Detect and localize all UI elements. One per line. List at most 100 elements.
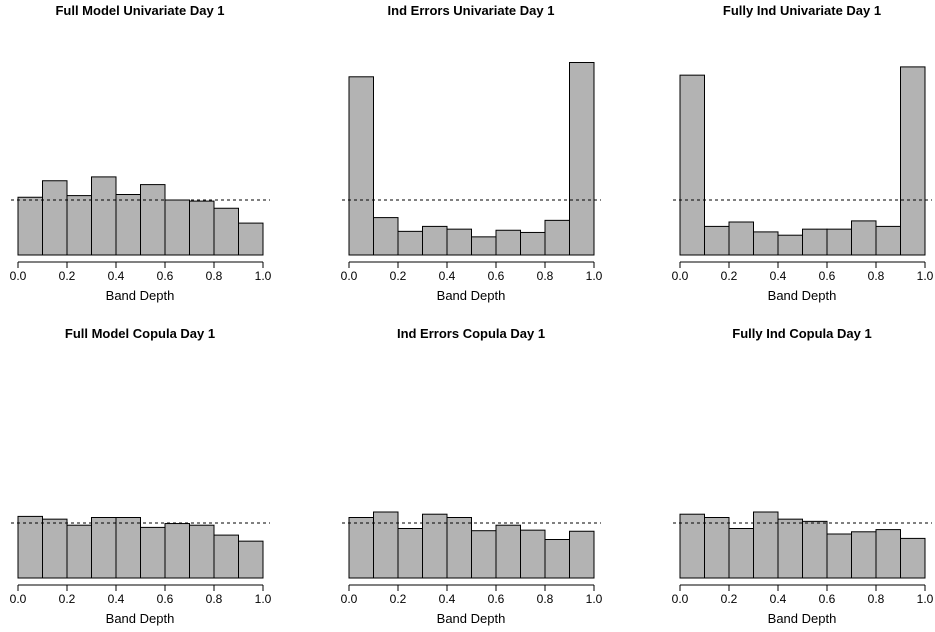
x-tick-label: 0.8: [868, 269, 885, 283]
x-tick-label: 0.6: [819, 592, 836, 606]
x-tick-label: 1.0: [917, 592, 934, 606]
histogram-bar: [826, 533, 852, 579]
histogram-bar: [115, 517, 141, 579]
histogram-bar: [495, 229, 521, 256]
panel-title: Full Model Copula Day 1: [65, 326, 215, 341]
x-tick-label: 1.0: [255, 269, 272, 283]
x-tick-label: 0.2: [59, 592, 76, 606]
histogram-bar: [446, 517, 472, 579]
x-tick-label: 0.6: [819, 269, 836, 283]
histogram-bar: [238, 540, 264, 579]
x-tick-label: 0.0: [672, 592, 689, 606]
histogram-bar: [679, 74, 705, 256]
x-tick-label: 1.0: [255, 592, 272, 606]
histogram-bar: [238, 222, 264, 256]
x-tick-label: 0.6: [488, 269, 505, 283]
histogram-bar: [704, 517, 730, 579]
x-tick-label: 0.4: [770, 592, 787, 606]
histogram-bar: [544, 219, 570, 256]
histogram-bar: [91, 517, 117, 579]
x-tick-label: 0.0: [341, 269, 358, 283]
histogram-bar: [422, 513, 448, 579]
x-axis-label: Band Depth: [768, 288, 837, 303]
x-tick-label: 0.2: [390, 592, 407, 606]
histogram-bar: [213, 207, 239, 256]
histogram-bar: [471, 530, 497, 579]
x-tick-label: 0.6: [157, 592, 174, 606]
histogram-bar: [17, 196, 43, 256]
histogram-bar: [91, 176, 117, 256]
panel-title: Fully Ind Univariate Day 1: [723, 3, 881, 18]
panel-fully-ind-univariate: Fully Ind Univariate Day 1 0.0 0.2 0.4 0.6 0…: [672, 3, 934, 303]
panel-title: Full Model Univariate Day 1: [55, 3, 224, 18]
x-tick-label: 0.0: [341, 592, 358, 606]
histogram-bar: [189, 524, 215, 579]
histogram-bar: [875, 225, 901, 256]
panel-title: Ind Errors Univariate Day 1: [388, 3, 555, 18]
histogram-bar: [569, 530, 595, 579]
histogram-bar: [373, 217, 399, 256]
panel-full-model-univariate: Full Model Univariate Day 1 0.0 0.2 0.4 0.6…: [10, 3, 272, 303]
histogram-bar: [569, 62, 595, 256]
x-tick-label: 1.0: [917, 269, 934, 283]
histogram-bar: [42, 180, 68, 256]
histogram-bar: [66, 195, 92, 256]
histogram-bar: [826, 228, 852, 256]
x-tick-label: 0.2: [390, 269, 407, 283]
histogram-bar: [397, 230, 423, 256]
histogram-bar: [900, 66, 926, 256]
x-axis-label: Band Depth: [437, 611, 506, 626]
x-tick-label: 0.6: [488, 592, 505, 606]
histogram-bar: [189, 200, 215, 256]
histogram-bar: [373, 511, 399, 579]
histogram-bar: [679, 513, 705, 579]
histogram-bar: [520, 231, 546, 256]
x-tick-label: 0.2: [721, 592, 738, 606]
x-tick-label: 0.0: [10, 269, 27, 283]
histogram-bar: [851, 220, 877, 256]
x-tick-label: 0.4: [439, 592, 456, 606]
histogram-bar: [544, 539, 570, 579]
panel-full-model-copula: Full Model Copula Day 1 0.0 0.2 0.4 0.6 0.8 1…: [10, 326, 272, 626]
histogram-bar: [140, 184, 166, 256]
histogram-bar: [728, 221, 754, 256]
histogram-bar: [777, 518, 803, 579]
histogram-bar: [446, 228, 472, 256]
x-tick-label: 0.4: [108, 592, 125, 606]
x-tick-label: 1.0: [586, 269, 603, 283]
histogram-bar: [753, 511, 779, 579]
histogram-bar: [520, 529, 546, 579]
histogram-bar: [42, 518, 68, 579]
x-tick-label: 1.0: [586, 592, 603, 606]
histogram-bar: [802, 520, 828, 579]
panel-title: Fully Ind Copula Day 1: [732, 326, 871, 341]
x-tick-label: 0.4: [439, 269, 456, 283]
x-axis-label: Band Depth: [768, 611, 837, 626]
histogram-bar: [900, 537, 926, 579]
x-tick-label: 0.0: [672, 269, 689, 283]
x-tick-label: 0.8: [537, 592, 554, 606]
x-tick-label: 0.4: [108, 269, 125, 283]
histogram-bar: [213, 534, 239, 579]
x-tick-label: 0.0: [10, 592, 27, 606]
histogram-bar: [17, 515, 43, 579]
x-tick-label: 0.4: [770, 269, 787, 283]
x-axis-label: Band Depth: [106, 611, 175, 626]
histogram-bar: [422, 225, 448, 256]
x-tick-label: 0.8: [868, 592, 885, 606]
x-tick-label: 0.2: [721, 269, 738, 283]
histogram-bar: [397, 528, 423, 579]
x-axis-label: Band Depth: [106, 288, 175, 303]
panel-title: Ind Errors Copula Day 1: [397, 326, 545, 341]
histogram-bar: [777, 234, 803, 256]
x-axis-label: Band Depth: [437, 288, 506, 303]
histogram-bar: [851, 531, 877, 579]
panel-ind-errors-univariate: Ind Errors Univariate Day 1 0.0 0.2 0.4 0.6…: [341, 3, 603, 303]
histogram-bar: [802, 228, 828, 256]
histogram-bar: [164, 523, 190, 579]
x-tick-label: 0.8: [206, 592, 223, 606]
histogram-bar: [704, 225, 730, 256]
panel-fully-ind-copula: Fully Ind Copula Day 1 0.0 0.2 0.4 0.6 0.8 1.…: [672, 326, 934, 626]
histogram-bar: [115, 194, 141, 256]
